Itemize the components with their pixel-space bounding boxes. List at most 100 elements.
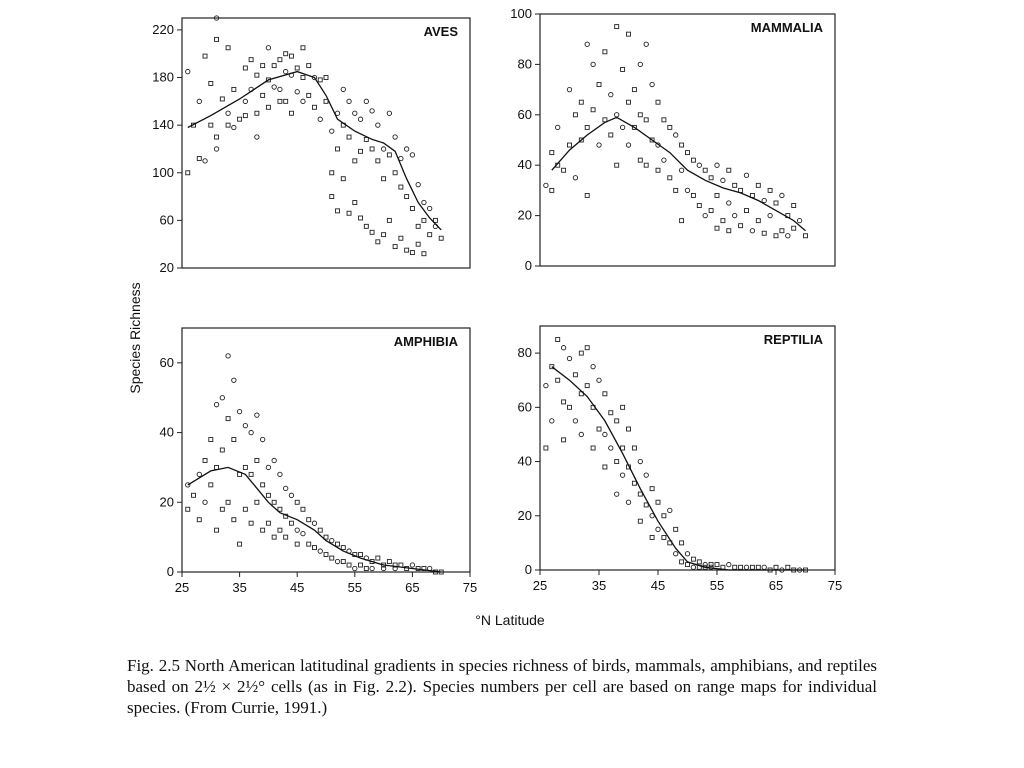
data-point [259, 436, 266, 443]
data-point [398, 235, 404, 241]
data-point [637, 157, 643, 163]
data-point [248, 429, 254, 436]
data-point [590, 445, 596, 451]
data-point [380, 146, 387, 152]
data-point [543, 382, 549, 389]
data-point [300, 75, 306, 80]
data-point [334, 558, 341, 565]
data-point [649, 81, 655, 88]
data-point [404, 194, 410, 200]
data-point [619, 124, 626, 131]
data-point [427, 232, 433, 238]
data-point [655, 167, 661, 173]
data-point [767, 212, 773, 219]
data-point [543, 182, 549, 189]
y-tick-label: 180 [152, 70, 174, 85]
data-point [785, 564, 791, 570]
data-point [260, 63, 266, 69]
data-point [649, 535, 655, 540]
data-point [714, 562, 720, 568]
data-point [300, 531, 306, 537]
data-point [749, 564, 755, 570]
data-point [271, 457, 277, 464]
data-point [317, 77, 323, 83]
data-point [655, 499, 661, 505]
data-point [549, 187, 555, 193]
data-point [335, 208, 340, 214]
data-point [561, 167, 567, 173]
data-point [566, 86, 573, 93]
data-point [271, 84, 277, 90]
data-point [283, 534, 289, 540]
data-point [773, 200, 779, 206]
data-point [288, 53, 294, 59]
x-tick-label: 35 [232, 580, 246, 595]
data-point [404, 247, 410, 253]
data-point [225, 45, 231, 51]
data-point [317, 116, 323, 122]
data-point [271, 499, 277, 505]
data-point [340, 545, 346, 551]
data-point [236, 409, 243, 415]
data-point [549, 364, 555, 370]
data-point [358, 552, 364, 558]
data-point [213, 146, 220, 152]
data-point [637, 458, 643, 465]
data-point [685, 150, 690, 156]
data-point [696, 559, 702, 565]
data-point [363, 98, 369, 104]
data-point [626, 99, 631, 105]
y-tick-label: 0 [525, 562, 532, 577]
data-point [690, 556, 696, 562]
data-point [614, 162, 620, 168]
data-point [386, 217, 392, 223]
data-point [248, 57, 254, 63]
data-point [637, 112, 643, 118]
panel-title: REPTILIA [764, 332, 824, 347]
data-point [323, 98, 329, 104]
data-point [277, 98, 283, 104]
data-point [311, 520, 318, 526]
data-point [196, 517, 202, 523]
data-point [306, 517, 312, 523]
data-point [311, 74, 318, 81]
trend-line [187, 70, 442, 231]
data-point [619, 472, 626, 478]
data-point [231, 86, 237, 92]
data-point [242, 113, 248, 119]
data-point [254, 72, 260, 78]
data-point [288, 520, 294, 526]
data-point [755, 182, 761, 188]
data-point [346, 98, 352, 104]
data-point [283, 51, 289, 57]
x-tick-label: 65 [405, 580, 419, 595]
data-point [785, 233, 791, 239]
data-point [254, 110, 260, 116]
data-point [578, 137, 584, 143]
data-point [409, 206, 415, 211]
data-point [231, 437, 237, 442]
data-point [283, 68, 289, 75]
data-point [352, 565, 358, 572]
y-axis-label: Species Richness [127, 282, 143, 394]
data-point [260, 482, 266, 488]
data-point [649, 513, 655, 519]
data-point [761, 564, 767, 570]
data-point [277, 527, 283, 533]
data-point [265, 104, 271, 110]
data-point [409, 152, 416, 158]
data-point [242, 464, 248, 470]
data-point [655, 99, 661, 105]
data-point [596, 82, 602, 88]
data-point [202, 158, 208, 164]
data-point [791, 225, 797, 231]
data-point [702, 167, 708, 173]
data-point [352, 158, 358, 164]
data-point [744, 208, 749, 214]
data-point [358, 562, 364, 568]
data-point [608, 445, 614, 451]
plot-frame [539, 13, 836, 267]
data-point [679, 218, 685, 224]
data-point [649, 137, 655, 143]
y-tick-label: 100 [510, 6, 532, 21]
